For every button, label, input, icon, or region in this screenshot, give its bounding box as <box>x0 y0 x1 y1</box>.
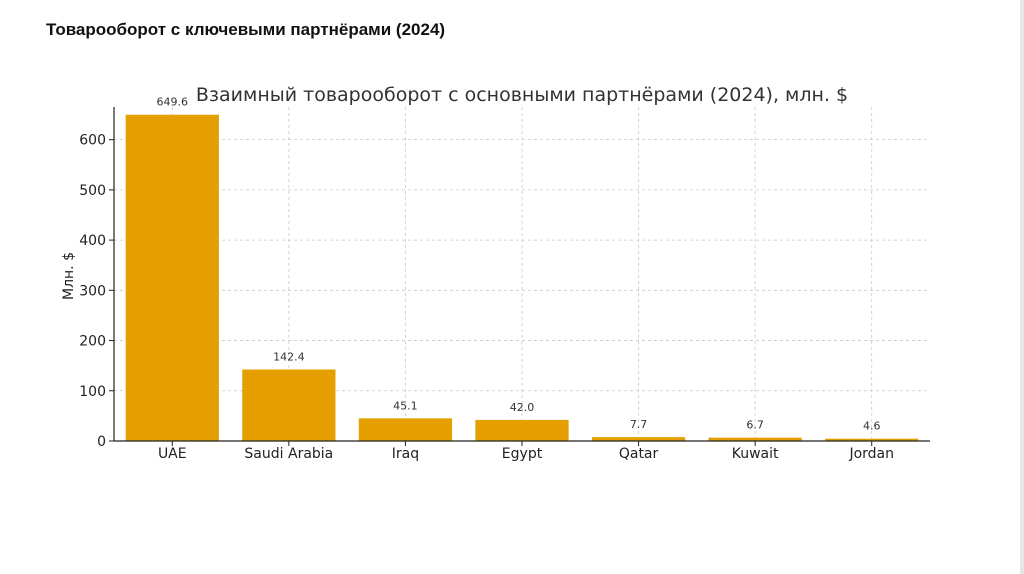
bar-uae <box>125 114 219 441</box>
y-tick-label: 100 <box>79 384 106 400</box>
y-ticks: 0 100 200 300 400 500 600 <box>79 133 114 450</box>
value-label: 4.6 <box>863 420 881 433</box>
bar-iraq <box>358 418 453 441</box>
y-tick-label: 400 <box>79 233 106 249</box>
x-tick-label: UAE <box>158 446 187 462</box>
bars <box>125 114 919 441</box>
x-tick-label: Iraq <box>392 446 419 462</box>
x-tick-label: Egypt <box>502 446 543 462</box>
y-tick-label: 600 <box>79 133 106 149</box>
value-label: 649.6 <box>157 96 189 109</box>
value-label: 6.7 <box>746 419 764 432</box>
slide-title: Товарооборот с ключевыми партнёрами (202… <box>46 20 446 39</box>
value-label: 7.7 <box>630 418 648 431</box>
y-tick-label: 0 <box>97 434 106 450</box>
value-label: 42.0 <box>510 401 535 414</box>
x-tick-label: Kuwait <box>732 446 779 462</box>
bar-egypt <box>475 419 569 441</box>
value-label: 45.1 <box>393 399 418 412</box>
value-label: 142.4 <box>273 350 305 363</box>
bar-kuwait <box>708 437 802 441</box>
y-tick-label: 300 <box>79 283 106 299</box>
x-tick-label: Saudi Arabia <box>244 446 333 462</box>
x-tick-label: Jordan <box>848 446 894 462</box>
y-tick-label: 200 <box>79 334 106 350</box>
y-tick-label: 500 <box>79 183 106 199</box>
slide-edge <box>1020 0 1024 574</box>
chart-title: Взаимный товарооборот с основными партнё… <box>196 84 848 106</box>
y-axis-label: Млн. $ <box>61 252 77 300</box>
bar-saudi-arabia <box>242 369 336 441</box>
grid-lines <box>114 107 930 442</box>
x-tick-label: Qatar <box>619 446 659 462</box>
x-ticks: UAE Saudi Arabia Iraq Egypt Qatar Kuwait Jorda… <box>158 441 894 462</box>
bar-qatar <box>591 437 686 441</box>
value-labels: 649.6 142.4 45.1 42.0 7.7 6.7 4.6 <box>157 96 881 433</box>
bar-jordan <box>825 438 919 441</box>
